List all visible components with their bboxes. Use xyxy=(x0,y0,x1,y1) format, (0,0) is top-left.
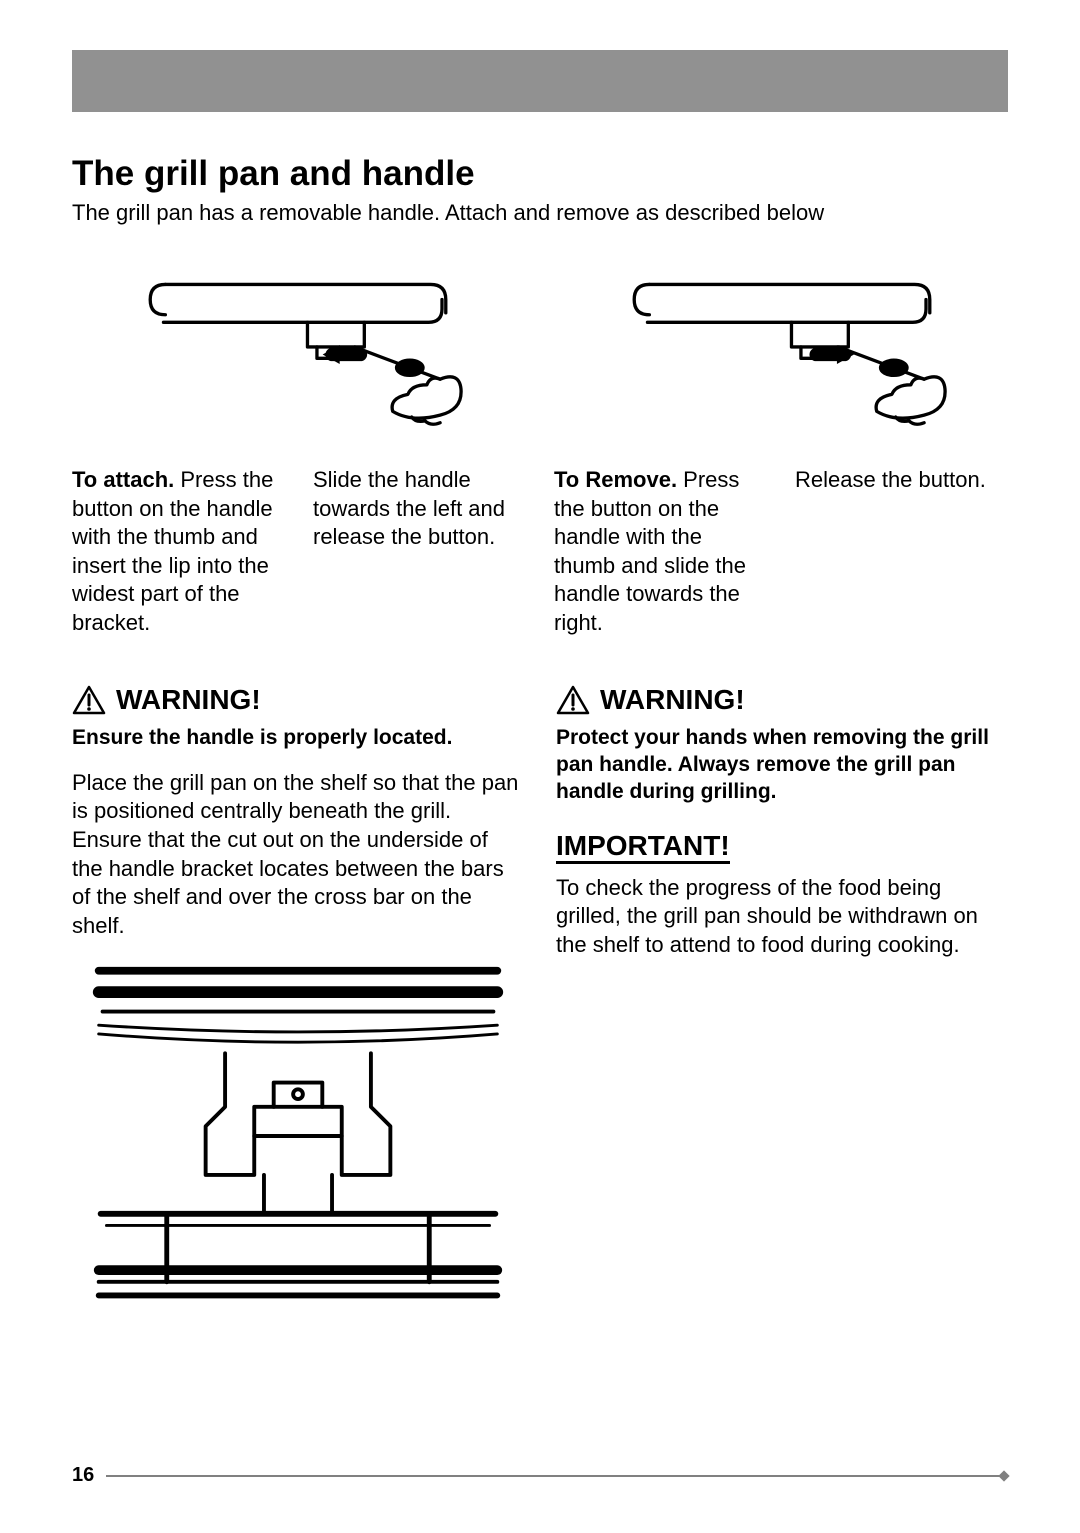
important-label: IMPORTANT! xyxy=(556,831,730,863)
important-body: To check the progress of the food being … xyxy=(556,874,1008,960)
instruction-slide: Slide the handle towards the left and re… xyxy=(313,466,526,638)
instruction-remove: To Remove. Press the button on the handl… xyxy=(554,466,767,638)
important-block: IMPORTANT! To check the progress of the … xyxy=(556,831,1008,959)
right-column: WARNING! Protect your hands when removin… xyxy=(556,684,1008,1313)
diagram-attach xyxy=(72,256,524,436)
section-title: The grill pan and handle xyxy=(72,154,1008,194)
warnings-row: WARNING! Ensure the handle is properly l… xyxy=(72,684,1008,1313)
grill-handle-attach-illustration xyxy=(72,256,524,436)
warning-left-bold: Ensure the handle is properly located. xyxy=(72,724,524,751)
attach-text: Press the button on the handle with the … xyxy=(72,467,273,635)
warning-heading-left: WARNING! xyxy=(72,684,524,716)
grill-handle-remove-illustration xyxy=(556,256,1008,436)
remove-text: Press the button on the handle with the … xyxy=(554,467,746,635)
warning-left-body: Place the grill pan on the shelf so that… xyxy=(72,769,524,941)
section-subtitle: The grill pan has a removable handle. At… xyxy=(72,200,1008,226)
diagram-row xyxy=(72,256,1008,436)
warning-heading-right: WARNING! xyxy=(556,684,1008,716)
warning-triangle-icon xyxy=(556,685,590,715)
attach-bold: To attach. xyxy=(72,467,174,492)
left-column: WARNING! Ensure the handle is properly l… xyxy=(72,684,524,1313)
warning-label-left: WARNING! xyxy=(116,684,261,716)
instruction-attach: To attach. Press the button on the handl… xyxy=(72,466,285,638)
warning-right-bold: Protect your hands when removing the gri… xyxy=(556,724,1008,806)
page-footer: 16 xyxy=(72,1464,1008,1487)
remove-bold: To Remove. xyxy=(554,467,677,492)
shelf-bracket-illustration xyxy=(72,960,524,1312)
warning-triangle-icon xyxy=(72,685,106,715)
footer-rule xyxy=(106,1475,1008,1477)
diagram-remove xyxy=(556,256,1008,436)
instruction-release: Release the button. xyxy=(795,466,1008,638)
instructions-row: To attach. Press the button on the handl… xyxy=(72,466,1008,638)
page-number: 16 xyxy=(72,1464,94,1487)
header-bar xyxy=(72,50,1008,112)
manual-page: The grill pan and handle The grill pan h… xyxy=(0,0,1080,1533)
warning-label-right: WARNING! xyxy=(600,684,745,716)
